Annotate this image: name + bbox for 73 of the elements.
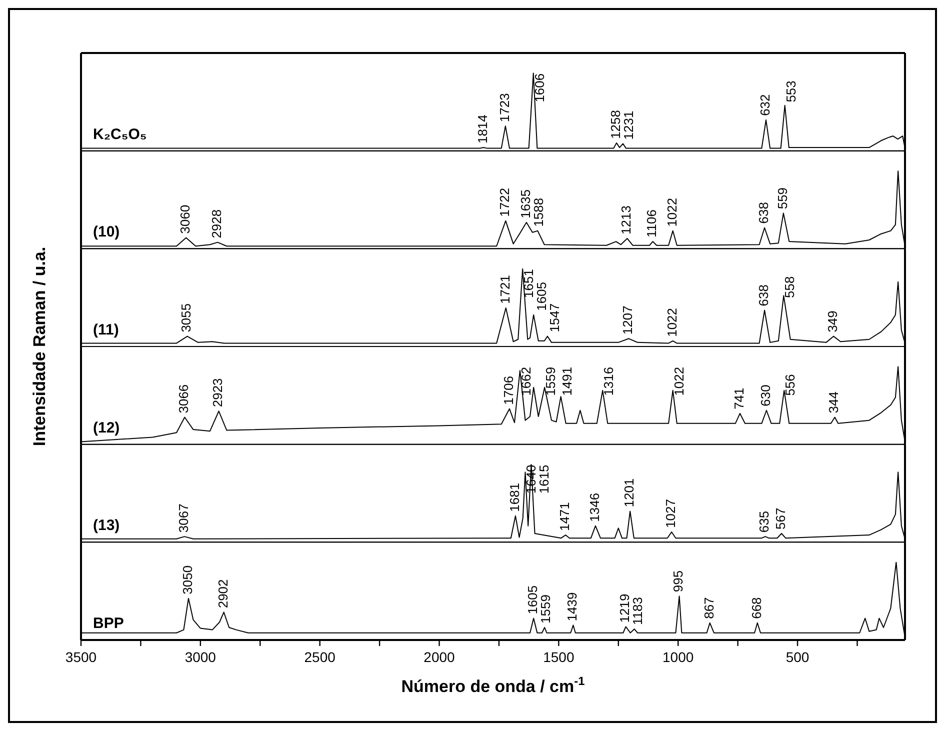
annotation: 1651: [521, 269, 536, 298]
series-label: (12): [93, 419, 120, 436]
annotation: 3055: [178, 303, 194, 332]
annotation: 638: [756, 202, 771, 224]
annotation: 567: [772, 508, 788, 530]
annotation: 1183: [630, 597, 646, 626]
annotation: 1231: [620, 110, 636, 140]
annotation: 553: [783, 80, 798, 102]
series-label: (13): [93, 517, 120, 534]
annotation: 741: [731, 388, 746, 410]
annotation: 344: [826, 392, 842, 414]
annotation: 1022: [664, 308, 680, 337]
annotation: 1022: [671, 366, 686, 396]
annotation: 1106: [644, 210, 660, 238]
annotation: 1547: [547, 303, 562, 332]
x-tick-label: 1500: [543, 649, 574, 665]
annotation: 1635: [518, 189, 533, 218]
x-tick-label: 2000: [424, 649, 456, 665]
annotation: 638: [756, 284, 771, 306]
annotation: 635: [756, 510, 772, 533]
annotation: 1316: [601, 366, 616, 396]
annotation: 1722: [497, 188, 512, 217]
annotation: 1258: [608, 110, 623, 139]
annotation: 1439: [564, 592, 580, 622]
y-axis-title: Intensidade Raman / u.a.: [30, 246, 49, 446]
annotation: 1022: [664, 198, 680, 227]
annotation: 1471: [557, 502, 572, 532]
x-tick-label: 1000: [662, 649, 694, 665]
annotation: 1559: [538, 594, 554, 624]
annotation: 1219: [617, 594, 632, 623]
series-label: BPP: [93, 615, 124, 632]
annotation: 1346: [586, 492, 602, 522]
annotation: 1605: [525, 585, 540, 614]
annotation: 995: [670, 570, 686, 592]
annotation: 1615: [536, 464, 552, 494]
annotation: 1491: [559, 366, 574, 396]
annotation: 349: [825, 310, 840, 332]
annotation: 3060: [178, 204, 193, 234]
annotation: 1681: [506, 482, 522, 512]
x-tick-label: 2500: [304, 649, 336, 665]
series-label: (11): [93, 322, 119, 338]
annotation: 2928: [209, 209, 224, 238]
annotation: 3066: [176, 384, 192, 414]
annotation: 1606: [532, 73, 547, 102]
annotation: 1723: [496, 93, 512, 122]
annotation: 632: [757, 94, 772, 116]
annotation: 1588: [530, 198, 546, 227]
annotation: 630: [758, 384, 773, 406]
annotation: 1706: [500, 376, 516, 405]
annotation: 556: [782, 374, 798, 396]
annotation: 2902: [215, 579, 230, 608]
series-label: (10): [93, 224, 120, 241]
x-tick-label: 500: [786, 649, 810, 665]
x-tick-label: 3000: [184, 649, 216, 665]
annotation: 867: [701, 597, 716, 619]
series-label: K₂C₅O₅: [93, 126, 147, 143]
annotation: 668: [748, 597, 764, 619]
annotation: 3067: [176, 504, 191, 533]
annotation: 1213: [618, 206, 634, 234]
annotation: 2923: [210, 378, 226, 408]
annotation: 1605: [534, 282, 550, 311]
annotation: 558: [782, 276, 798, 298]
annotation: 1559: [543, 366, 558, 396]
x-axis-title: Número de onda / cm$^{-1}$: [401, 674, 586, 696]
annotation: 1027: [663, 499, 678, 528]
annotation: 559: [774, 187, 790, 210]
annotation: 1721: [497, 275, 512, 304]
annotation: 1662: [518, 366, 534, 396]
annotation: 1207: [620, 306, 636, 335]
annotation: 1814: [475, 114, 490, 144]
x-tick-label: 3500: [65, 649, 97, 665]
annotation: 3050: [180, 565, 195, 594]
annotation: 1201: [622, 478, 637, 508]
